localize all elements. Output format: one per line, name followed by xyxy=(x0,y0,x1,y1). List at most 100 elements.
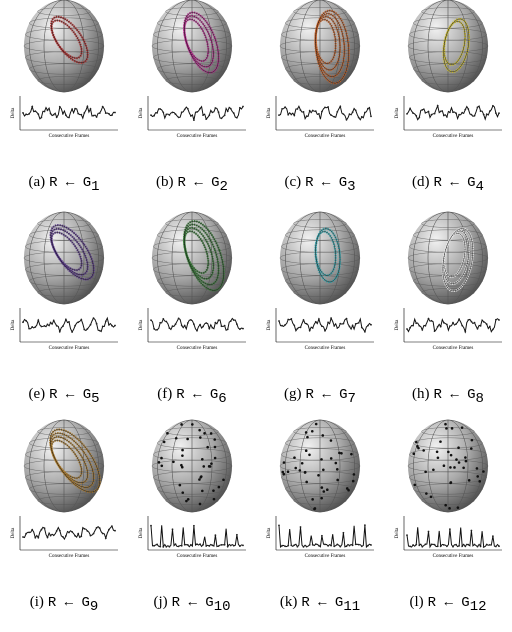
y-axis-label: Delta xyxy=(11,319,16,331)
signal-point xyxy=(223,324,226,327)
signal-point xyxy=(114,324,116,327)
signal-point xyxy=(482,546,485,548)
signal-point xyxy=(479,110,482,112)
signal-point xyxy=(278,524,280,527)
signal-point xyxy=(177,317,180,320)
trajectory-point xyxy=(432,468,435,472)
signal-point xyxy=(473,114,476,117)
signal-point xyxy=(174,543,177,546)
latitude xyxy=(165,288,219,297)
signal-point xyxy=(202,114,205,116)
signal-point xyxy=(278,114,280,116)
signal-point xyxy=(461,111,464,114)
signal-point xyxy=(354,109,357,112)
trajectory-point xyxy=(325,488,329,492)
sphere xyxy=(24,0,104,92)
signal-point xyxy=(49,321,52,324)
signal-point xyxy=(318,113,320,115)
signal-point xyxy=(467,108,470,110)
latitude xyxy=(413,437,483,449)
trajectory-point xyxy=(281,470,285,474)
caption-sub: 12 xyxy=(470,599,487,615)
caption: (l) R ← G12 xyxy=(410,594,487,615)
trajectory-point xyxy=(210,462,213,465)
signal-point xyxy=(86,328,89,330)
subfigure: Delta Consecutive Frames (c) R ← G3 xyxy=(267,0,374,195)
signal-point xyxy=(239,545,241,547)
trajectory-point xyxy=(457,461,461,464)
signal-point xyxy=(324,543,326,546)
signal-point xyxy=(193,119,195,121)
sphere xyxy=(408,212,488,304)
latitude xyxy=(293,219,347,228)
signal-point xyxy=(95,526,98,529)
signal-point xyxy=(299,526,302,528)
latitude xyxy=(421,427,475,436)
signal-point xyxy=(430,113,433,116)
signal-point xyxy=(461,545,464,548)
latitude xyxy=(285,483,355,495)
trajectory-point xyxy=(222,478,225,482)
signal-point xyxy=(284,324,286,326)
signal-point xyxy=(25,113,27,116)
signal-point xyxy=(98,329,101,332)
caption-label: (e) xyxy=(28,386,45,402)
trajectory-point xyxy=(294,466,298,470)
trajectory-point xyxy=(413,483,417,487)
trajectory-point xyxy=(174,436,178,440)
trajectory-point xyxy=(449,481,453,484)
latitude xyxy=(157,275,227,287)
latitude xyxy=(285,229,355,241)
sphere xyxy=(280,420,360,512)
trajectory-point xyxy=(172,460,175,464)
x-axis-label: Consecutive Frames xyxy=(49,346,90,351)
signal-point xyxy=(446,323,448,326)
signal-point xyxy=(177,116,180,119)
trajectory-point xyxy=(412,452,416,456)
trajectory-point xyxy=(322,468,325,472)
trajectory-point xyxy=(310,429,314,433)
latitude xyxy=(421,7,475,16)
signal-point xyxy=(71,331,73,333)
subfigure: Delta Consecutive Frames (j) R ← G10 xyxy=(139,419,246,615)
signal-point xyxy=(162,545,165,548)
signal-point xyxy=(495,545,497,548)
signal-point xyxy=(208,327,211,330)
trajectory-point xyxy=(415,440,418,444)
y-axis-label: Delta xyxy=(267,107,272,119)
signal-point xyxy=(62,536,64,538)
latitude xyxy=(153,448,231,461)
signal-point xyxy=(354,323,357,325)
signal-point xyxy=(476,545,479,548)
signal-point xyxy=(83,527,86,530)
signal-point xyxy=(98,112,101,114)
trajectory-point xyxy=(282,472,286,476)
signal-point xyxy=(111,114,113,117)
signal-point xyxy=(311,109,314,112)
signal-point xyxy=(449,111,451,114)
signal-point xyxy=(296,327,299,330)
latitude xyxy=(29,275,99,287)
trajectory-point xyxy=(181,448,184,452)
signal-point xyxy=(305,322,308,325)
signal-point xyxy=(284,106,286,108)
signal-point xyxy=(226,545,229,548)
latitude xyxy=(281,448,359,461)
y-axis-label: Delta xyxy=(11,107,16,119)
y-axis-label: Delta xyxy=(139,107,144,119)
signal-point xyxy=(442,114,445,117)
y-axis-label: Delta xyxy=(395,527,400,539)
signal-point xyxy=(421,109,424,111)
signal-point xyxy=(488,110,491,113)
trajectory-point xyxy=(455,458,458,461)
signal-point xyxy=(180,111,183,114)
trajectory-edge xyxy=(50,224,94,280)
x-axis-label: Consecutive Frames xyxy=(433,346,474,351)
signal-point xyxy=(46,323,49,326)
signal-point xyxy=(452,111,454,114)
trajectory-edge xyxy=(442,228,474,292)
trajectory-point xyxy=(351,479,355,483)
caption-label: (a) xyxy=(28,174,45,190)
signal-point xyxy=(446,545,448,548)
trajectory-point xyxy=(198,478,201,481)
